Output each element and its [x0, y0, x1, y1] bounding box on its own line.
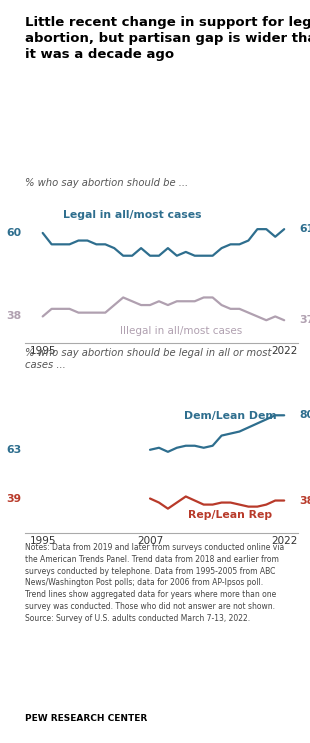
Text: 37: 37 [299, 315, 310, 325]
Text: 60: 60 [6, 228, 21, 238]
Text: % who say abortion should be ...: % who say abortion should be ... [25, 178, 188, 188]
Text: % who say abortion should be legal in all or most
cases ...: % who say abortion should be legal in al… [25, 348, 271, 369]
Text: 39: 39 [6, 493, 21, 504]
Text: 38: 38 [6, 311, 21, 322]
Text: PEW RESEARCH CENTER: PEW RESEARCH CENTER [25, 714, 147, 723]
Text: 38: 38 [299, 496, 310, 505]
Text: 63: 63 [6, 445, 21, 455]
Text: Notes: Data from 2019 and later from surveys conducted online via
the American T: Notes: Data from 2019 and later from sur… [25, 543, 284, 623]
Text: Little recent change in support for legal
abortion, but partisan gap is wider th: Little recent change in support for lega… [25, 16, 310, 61]
Text: 61: 61 [299, 224, 310, 234]
Text: Legal in all/most cases: Legal in all/most cases [63, 210, 202, 220]
Text: Rep/Lean Rep: Rep/Lean Rep [188, 510, 272, 520]
Text: Dem/Lean Dem: Dem/Lean Dem [184, 412, 277, 421]
Text: 80: 80 [299, 410, 310, 421]
Text: Illegal in all/most cases: Illegal in all/most cases [120, 326, 242, 336]
